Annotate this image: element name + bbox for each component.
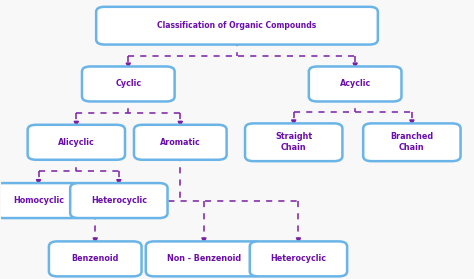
FancyBboxPatch shape <box>49 241 142 276</box>
Text: Heterocyclic: Heterocyclic <box>271 254 327 263</box>
Text: Non - Benzenoid: Non - Benzenoid <box>167 254 241 263</box>
FancyBboxPatch shape <box>96 7 378 45</box>
Text: Straight
Chain: Straight Chain <box>275 132 312 152</box>
Text: Acyclic: Acyclic <box>339 80 371 88</box>
Text: Aromatic: Aromatic <box>160 138 201 147</box>
FancyBboxPatch shape <box>0 183 82 218</box>
Text: Heterocyclic: Heterocyclic <box>91 196 147 205</box>
Text: Benzenoid: Benzenoid <box>72 254 119 263</box>
FancyBboxPatch shape <box>82 66 174 102</box>
Text: Homocyclic: Homocyclic <box>13 196 64 205</box>
Text: Branched
Chain: Branched Chain <box>390 132 433 152</box>
FancyBboxPatch shape <box>134 125 227 160</box>
FancyBboxPatch shape <box>70 183 167 218</box>
Text: Classification of Organic Compounds: Classification of Organic Compounds <box>157 21 317 30</box>
FancyBboxPatch shape <box>250 241 347 276</box>
Text: Alicyclic: Alicyclic <box>58 138 95 147</box>
FancyBboxPatch shape <box>245 123 342 161</box>
Text: Cyclic: Cyclic <box>115 80 141 88</box>
FancyBboxPatch shape <box>27 125 125 160</box>
FancyBboxPatch shape <box>146 241 262 276</box>
FancyBboxPatch shape <box>309 66 401 102</box>
FancyBboxPatch shape <box>363 123 461 161</box>
